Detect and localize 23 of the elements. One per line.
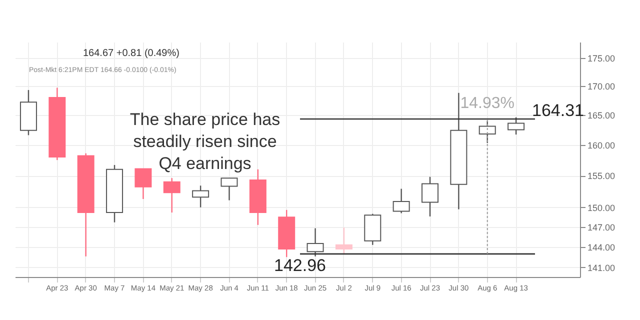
candlestick [134,168,152,200]
candlestick [306,228,324,257]
y-tick-label: 170.00 [588,82,616,92]
candlestick [163,177,180,214]
candlestick [192,185,210,208]
y-tick-label: 150.00 [588,202,616,213]
y-tick-label: 147.00 [588,222,616,232]
ref-line-label: 142.96 [274,256,326,275]
candlestick [508,116,525,136]
candlestick [220,177,238,201]
y-tick-label: 144.00 [588,242,616,252]
y-tick-label: 175.00 [588,53,616,64]
candlestick [392,188,410,214]
ref-line-label: 164.31 [532,101,584,120]
annotation: The share price has steadily risen since Q4 earnings [130,110,280,173]
annotation: 164.67 +0.81 (0.49%) [83,48,180,59]
y-tick-label: 165.00 [588,110,616,120]
y-tick-label: 141.00 [588,262,616,273]
candlestick [422,176,439,218]
candlestick [335,226,352,254]
y-tick-label: 155.00 [588,171,616,182]
annotation: 14.93% [460,95,514,112]
y-tick-label: 160.00 [588,140,616,150]
